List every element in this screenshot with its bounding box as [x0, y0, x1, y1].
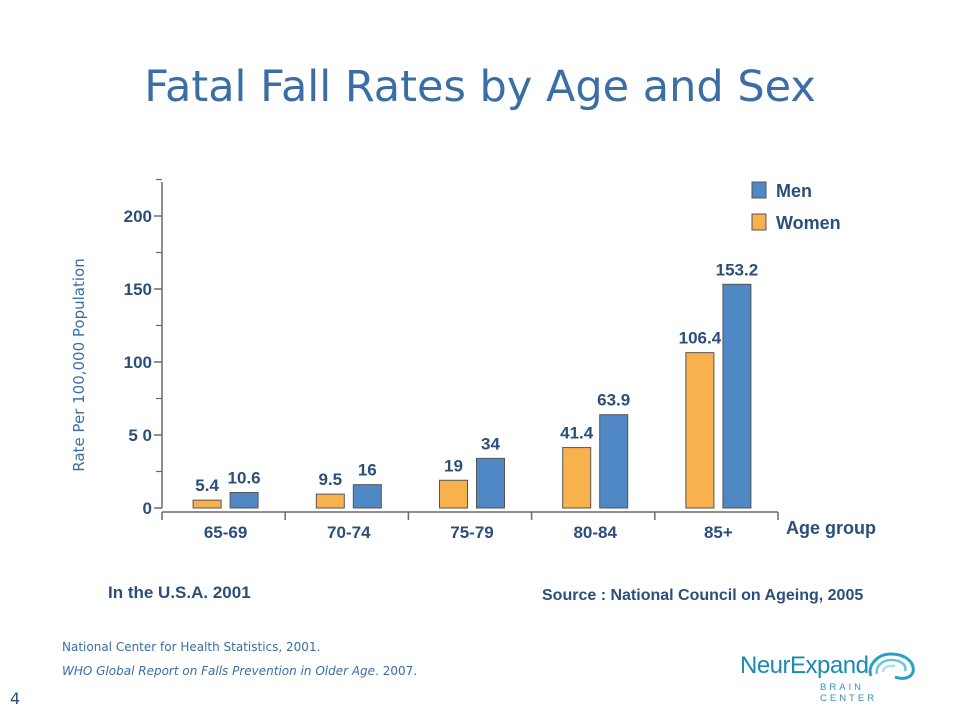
- legend-label-women: Women: [776, 213, 841, 233]
- x-tick-label: 85+: [704, 523, 733, 542]
- men-bar: [476, 457, 505, 509]
- women-bar: [192, 499, 222, 509]
- brain-icon: [868, 652, 915, 680]
- logo-subtitle: BRAIN CENTER: [820, 682, 878, 704]
- women-bar: [315, 493, 345, 509]
- y-tick-label: 100: [124, 353, 152, 372]
- reference-who-title: WHO Global Report on Falls Prevention in…: [62, 664, 376, 678]
- women-value-label: 5.4: [195, 476, 219, 495]
- logo-wordmark: NeurExpand: [740, 652, 869, 679]
- page-number: 4: [10, 689, 21, 708]
- men-bar: [722, 283, 752, 509]
- women-bar: [685, 352, 715, 509]
- men-value-label: 63.9: [597, 391, 630, 410]
- slide-title: Fatal Fall Rates by Age and Sex: [144, 62, 816, 112]
- legend-swatch-men: [751, 181, 767, 199]
- women-value-label: 41.4: [560, 424, 594, 443]
- men-value-label: 10.6: [228, 469, 261, 488]
- y-tick-label: 0: [143, 499, 152, 518]
- y-tick-label: 200: [124, 207, 152, 226]
- men-bar: [229, 492, 259, 509]
- women-value-label: 19: [444, 456, 463, 475]
- legend-swatch-women: [751, 213, 767, 231]
- x-tick-label: 75-79: [450, 523, 493, 542]
- x-tick-label: 70-74: [327, 523, 371, 542]
- reference-who: WHO Global Report on Falls Prevention in…: [62, 664, 417, 678]
- women-value-label: 9.5: [318, 470, 342, 489]
- y-tick-label: 150: [124, 280, 152, 299]
- men-bar: [352, 484, 382, 509]
- x-tick-label: 80-84: [573, 523, 617, 542]
- women-bar: [439, 479, 468, 509]
- men-value-label: 153.2: [716, 260, 759, 279]
- legend-label-men: Men: [776, 181, 812, 201]
- y-axis-label: Rate Per 100,000 Population: [70, 258, 88, 472]
- x-tick-label: 65-69: [204, 523, 247, 542]
- reference-who-year: . 2007.: [375, 664, 418, 678]
- men-value-label: 34: [481, 434, 500, 453]
- men-value-label: 16: [358, 461, 377, 480]
- women-value-label: 106.4: [679, 329, 722, 348]
- reference-nchs: National Center for Health Statistics, 2…: [62, 640, 321, 654]
- women-bar: [562, 447, 592, 509]
- chart-source: Source : National Council on Ageing, 200…: [542, 587, 863, 604]
- men-bar: [599, 414, 629, 509]
- x-axis-label: Age group: [786, 518, 876, 538]
- chart-footnote: In the U.S.A. 2001: [108, 583, 251, 602]
- y-tick-label: 5 0: [128, 426, 152, 445]
- neurexpand-logo: NeurExpand BRAIN CENTER: [740, 650, 920, 704]
